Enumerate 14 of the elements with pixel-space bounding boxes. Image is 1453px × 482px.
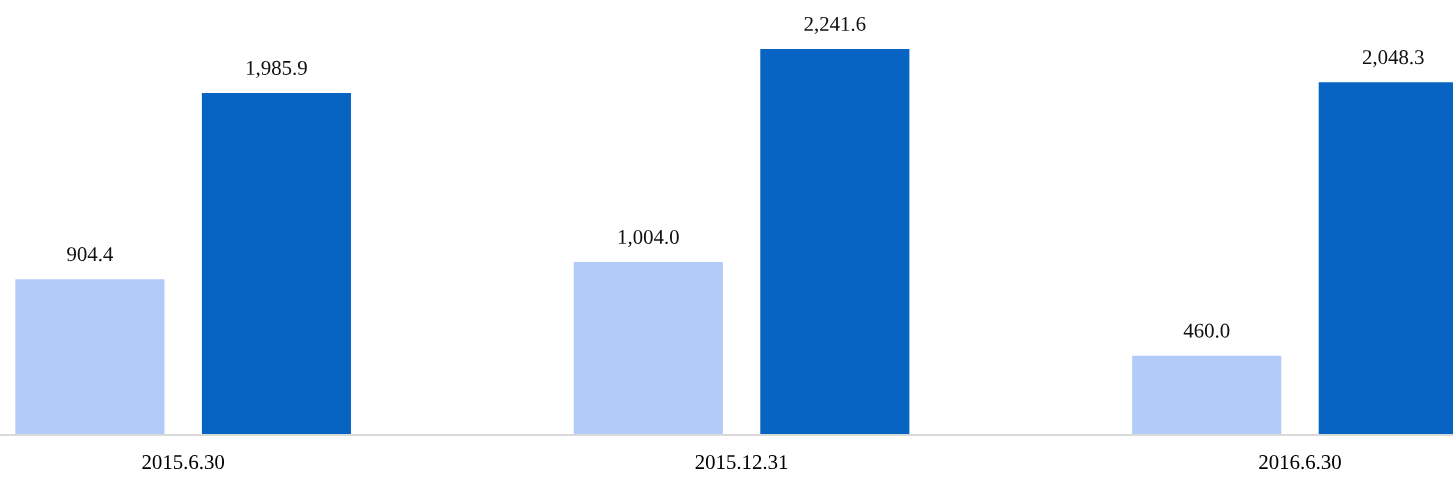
data-label: 1,985.9 bbox=[247, 60, 307, 78]
x-tick-label: 2016.6.30 bbox=[1259, 455, 1341, 470]
data-label: 1,004.0 bbox=[618, 229, 679, 247]
bar bbox=[15, 279, 165, 435]
bar bbox=[201, 93, 351, 435]
x-tick-label: 2015.12.31 bbox=[695, 455, 788, 470]
data-label: 2,048.3 bbox=[1362, 50, 1424, 68]
data-label: 460.0 bbox=[1183, 323, 1230, 338]
x-tick-label: 2015.6.30 bbox=[142, 455, 225, 470]
bar bbox=[1132, 355, 1282, 435]
bar bbox=[573, 262, 723, 435]
data-label: 2,241.6 bbox=[804, 16, 866, 34]
bar bbox=[760, 49, 910, 435]
data-label: 904.4 bbox=[67, 247, 114, 262]
